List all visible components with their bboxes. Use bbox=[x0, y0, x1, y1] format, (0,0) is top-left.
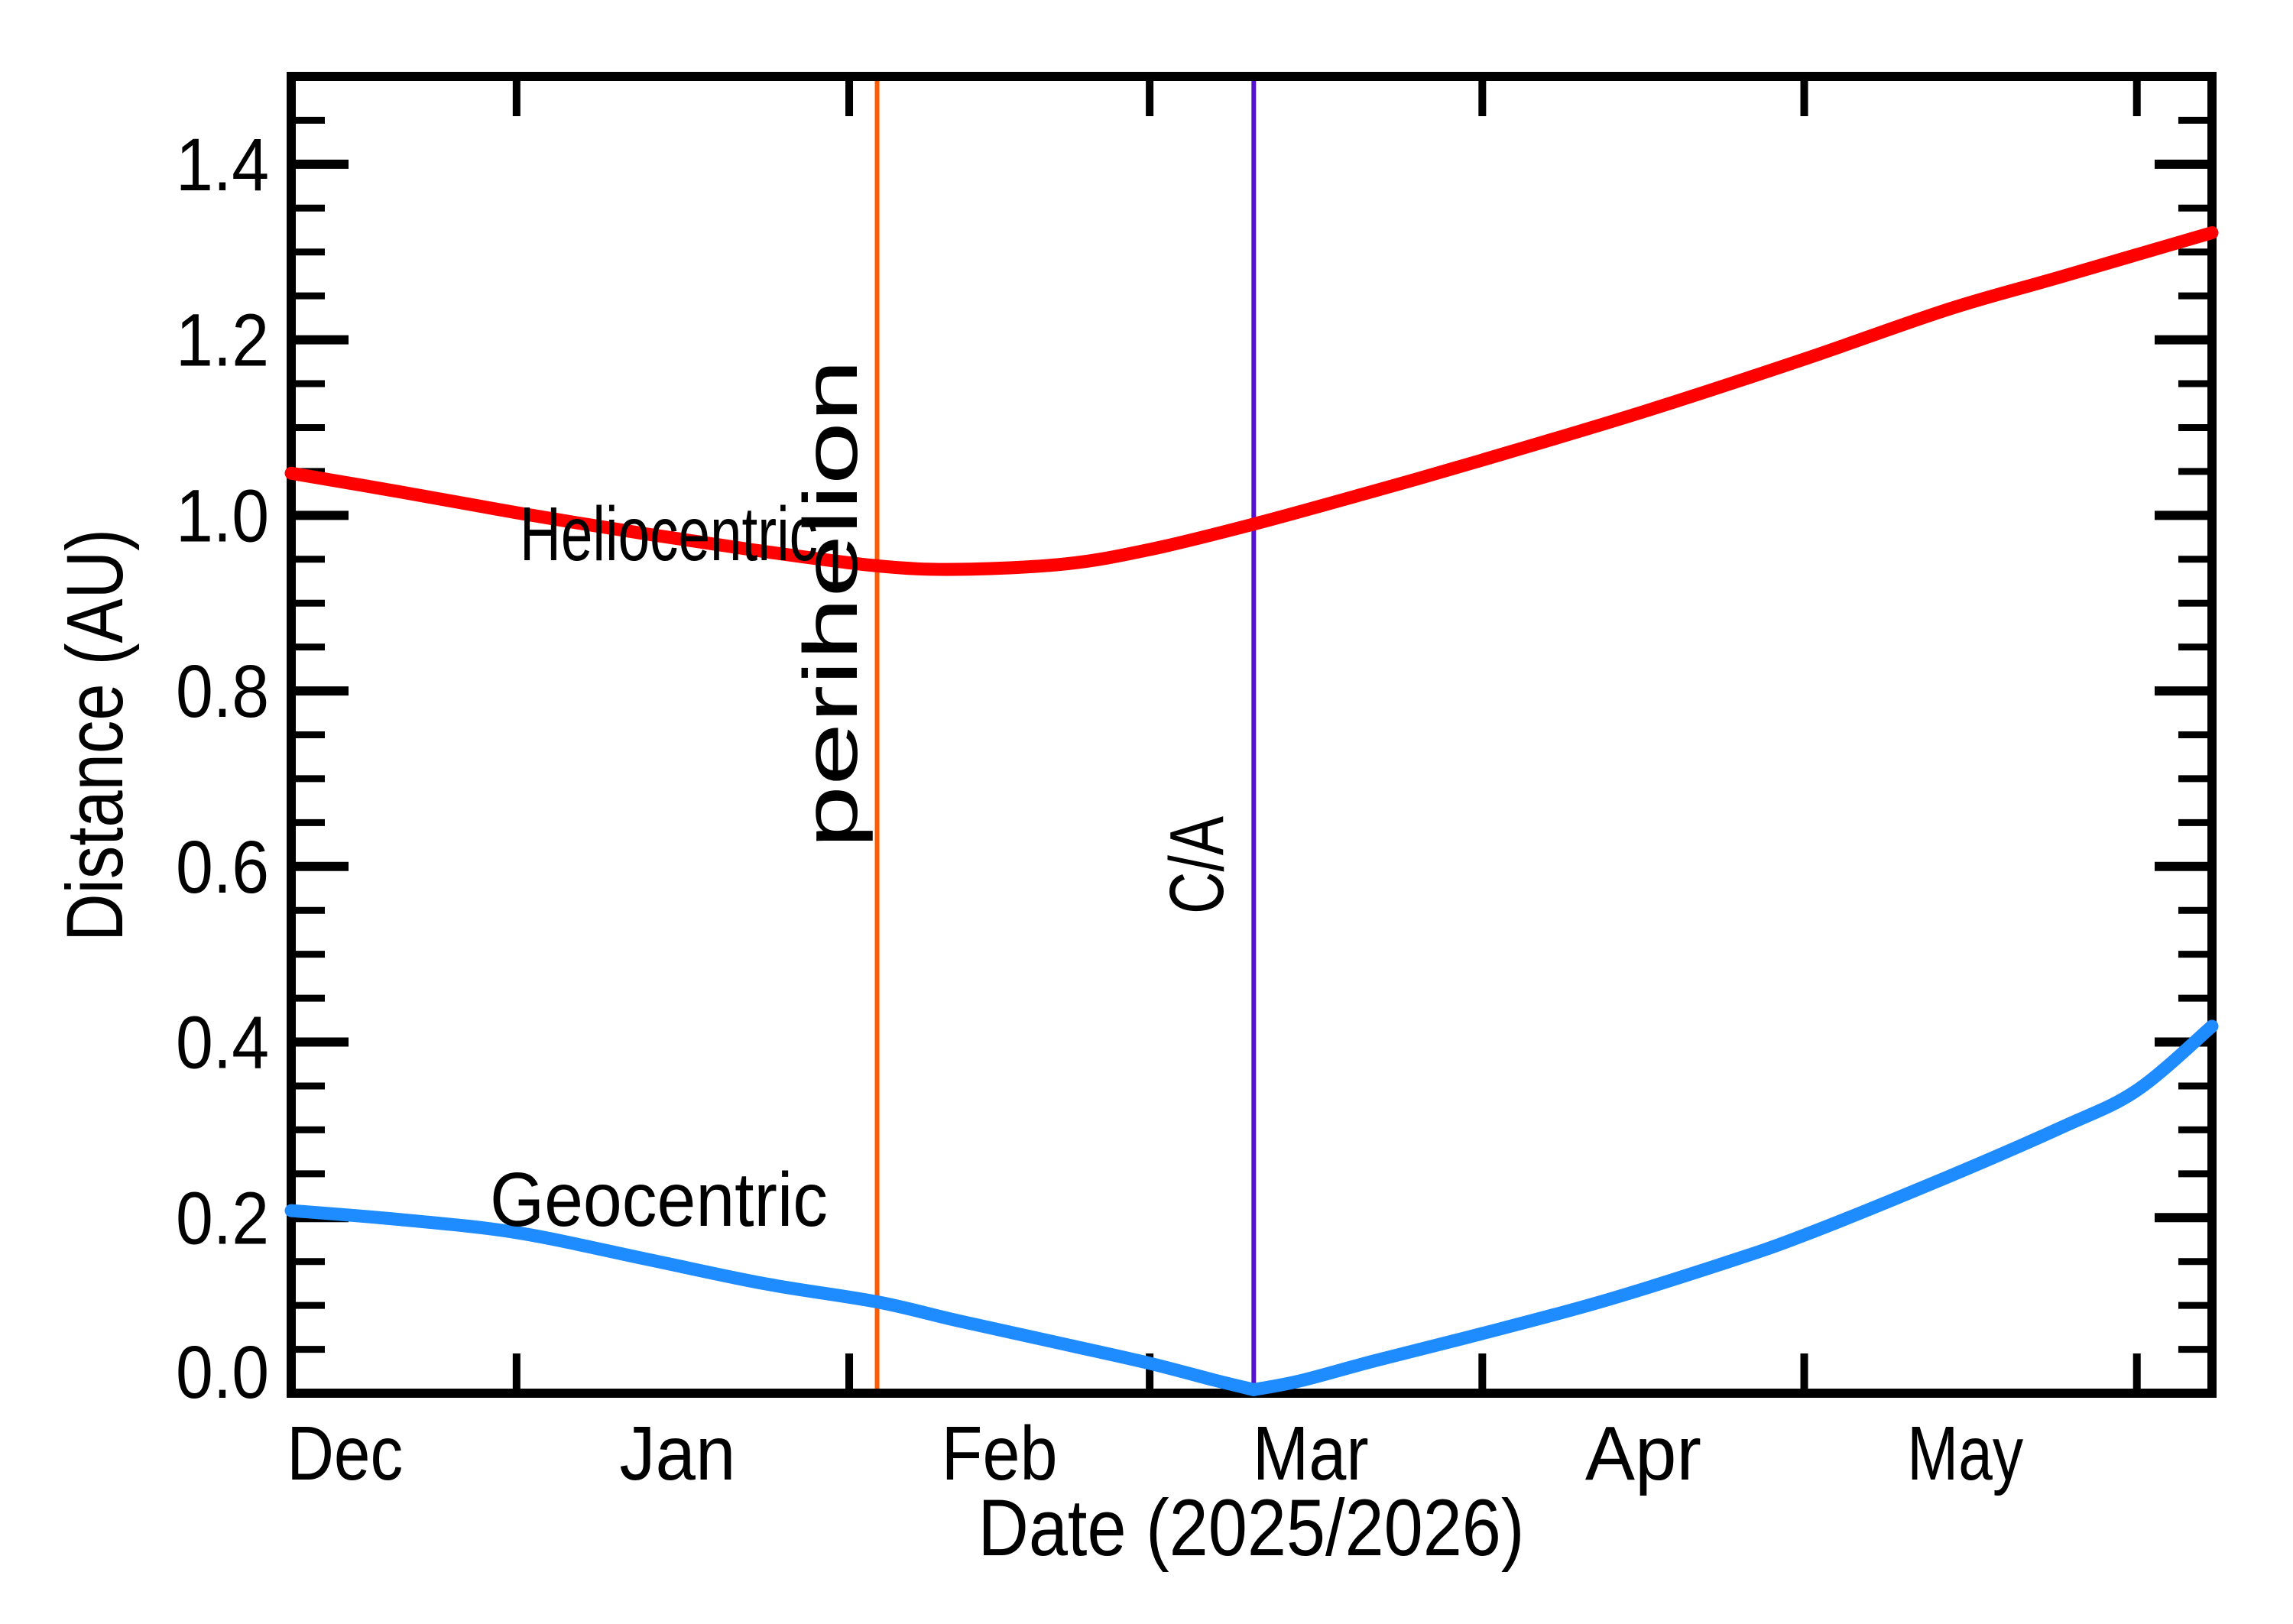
y-tick-label: 0.6 bbox=[176, 825, 269, 909]
y-tick-label: 1.2 bbox=[176, 299, 269, 382]
event-lines-group bbox=[874, 76, 1257, 1393]
y-tick-label: 0.4 bbox=[176, 1001, 269, 1084]
y-tick-label: 0.2 bbox=[176, 1176, 269, 1259]
month-label-apr: Apr bbox=[1585, 1411, 1701, 1496]
axis-text-group: Distance (AU) Date (2025/2026) Heliocent… bbox=[50, 359, 1525, 1573]
geocentric-curve-segment-2 bbox=[1247, 1019, 2219, 1396]
tick-labels-group: 0.0 0.2 0.4 0.6 0.8 1.0 1.2 1.4 Dec Jan Feb Mar Apr M… bbox=[176, 123, 2023, 1496]
x-axis-title: Date (2025/2026) bbox=[978, 1483, 1525, 1573]
series-label-geocentric: Geocentric bbox=[490, 1157, 828, 1243]
y-tick-label: 1.4 bbox=[176, 123, 269, 206]
month-label-jan: Jan bbox=[619, 1411, 735, 1496]
event-label-closest-approach: C/A bbox=[1154, 816, 1240, 914]
month-label-dec: Dec bbox=[287, 1411, 403, 1496]
month-label-feb: Feb bbox=[942, 1411, 1058, 1496]
y-tick-label: 1.0 bbox=[176, 474, 269, 557]
month-label-mar: Mar bbox=[1253, 1411, 1369, 1496]
series-label-heliocentric: Heliocentric bbox=[520, 491, 818, 577]
y-tick-label: 0.8 bbox=[176, 650, 269, 733]
curves-group bbox=[284, 226, 2219, 1396]
y-tick-label: 0.0 bbox=[176, 1331, 269, 1414]
month-label-may: May bbox=[1907, 1411, 2023, 1496]
geocentric-curve-segment-1 bbox=[284, 1204, 1260, 1396]
y-axis-title: Distance (AU) bbox=[50, 529, 140, 942]
event-label-perihelion: perihelion bbox=[788, 359, 874, 848]
heliocentric-curve bbox=[284, 226, 2219, 576]
